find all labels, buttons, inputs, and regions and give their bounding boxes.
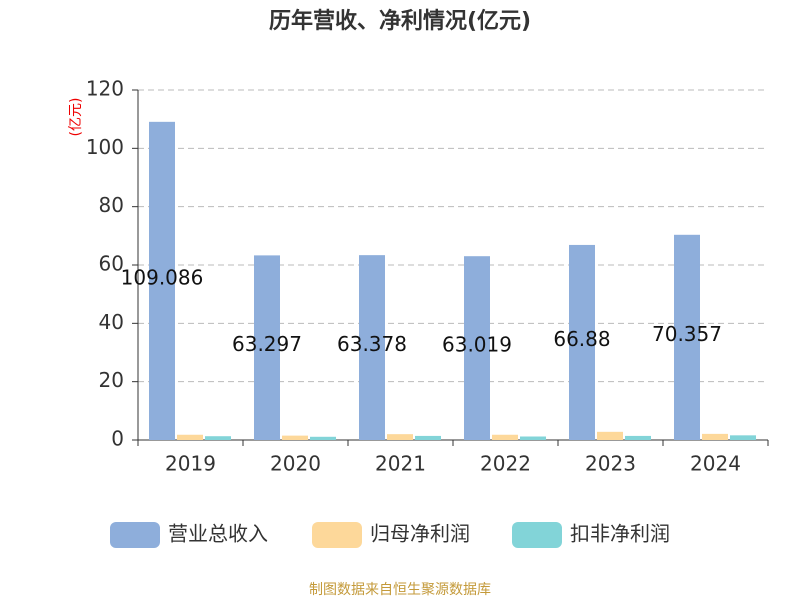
- bar: [359, 255, 385, 440]
- chart-title: 历年营收、净利情况(亿元): [269, 8, 531, 34]
- bar: [177, 434, 203, 440]
- y-axis-label: (亿元): [68, 98, 84, 137]
- legend-label: 归母净利润: [370, 522, 470, 546]
- y-tick-label: 120: [86, 77, 124, 101]
- y-tick-label: 100: [86, 135, 124, 159]
- data-label: 109.086: [121, 265, 204, 289]
- data-label: 66.88: [553, 327, 610, 351]
- y-tick-label: 60: [99, 252, 124, 276]
- bar: [730, 435, 756, 440]
- bar: [520, 436, 546, 440]
- bar: [310, 436, 336, 440]
- y-tick-label: 40: [99, 310, 124, 334]
- bar: [415, 435, 441, 440]
- bar: [674, 234, 700, 440]
- x-tick-label: 2019: [165, 452, 216, 476]
- bar: [149, 121, 175, 441]
- legend-swatch: [512, 522, 562, 548]
- bar: [597, 431, 623, 440]
- bar: [282, 435, 308, 440]
- legend-label: 扣非净利润: [570, 522, 670, 546]
- data-label: 63.019: [442, 333, 512, 357]
- bar: [387, 434, 413, 440]
- x-tick-label: 2023: [585, 452, 636, 476]
- y-tick-label: 20: [99, 368, 124, 392]
- legend-swatch: [312, 522, 362, 548]
- bar: [205, 436, 231, 440]
- data-label: 70.357: [652, 322, 722, 346]
- bar: [569, 244, 595, 440]
- x-tick-label: 2022: [480, 452, 531, 476]
- legend-label: 营业总收入: [168, 522, 268, 546]
- legend-swatch: [110, 522, 160, 548]
- bar: [254, 255, 280, 440]
- x-tick-label: 2020: [270, 452, 321, 476]
- data-label: 63.297: [232, 332, 302, 356]
- source-note: 制图数据来自恒生聚源数据库: [309, 582, 491, 598]
- data-label: 63.378: [337, 332, 407, 356]
- bar: [492, 434, 518, 440]
- y-tick-label: 80: [99, 193, 124, 217]
- bar: [464, 256, 490, 440]
- bar: [625, 435, 651, 440]
- bar: [702, 433, 728, 440]
- x-tick-label: 2024: [690, 452, 741, 476]
- y-tick-label: 0: [111, 427, 124, 451]
- x-tick-label: 2021: [375, 452, 426, 476]
